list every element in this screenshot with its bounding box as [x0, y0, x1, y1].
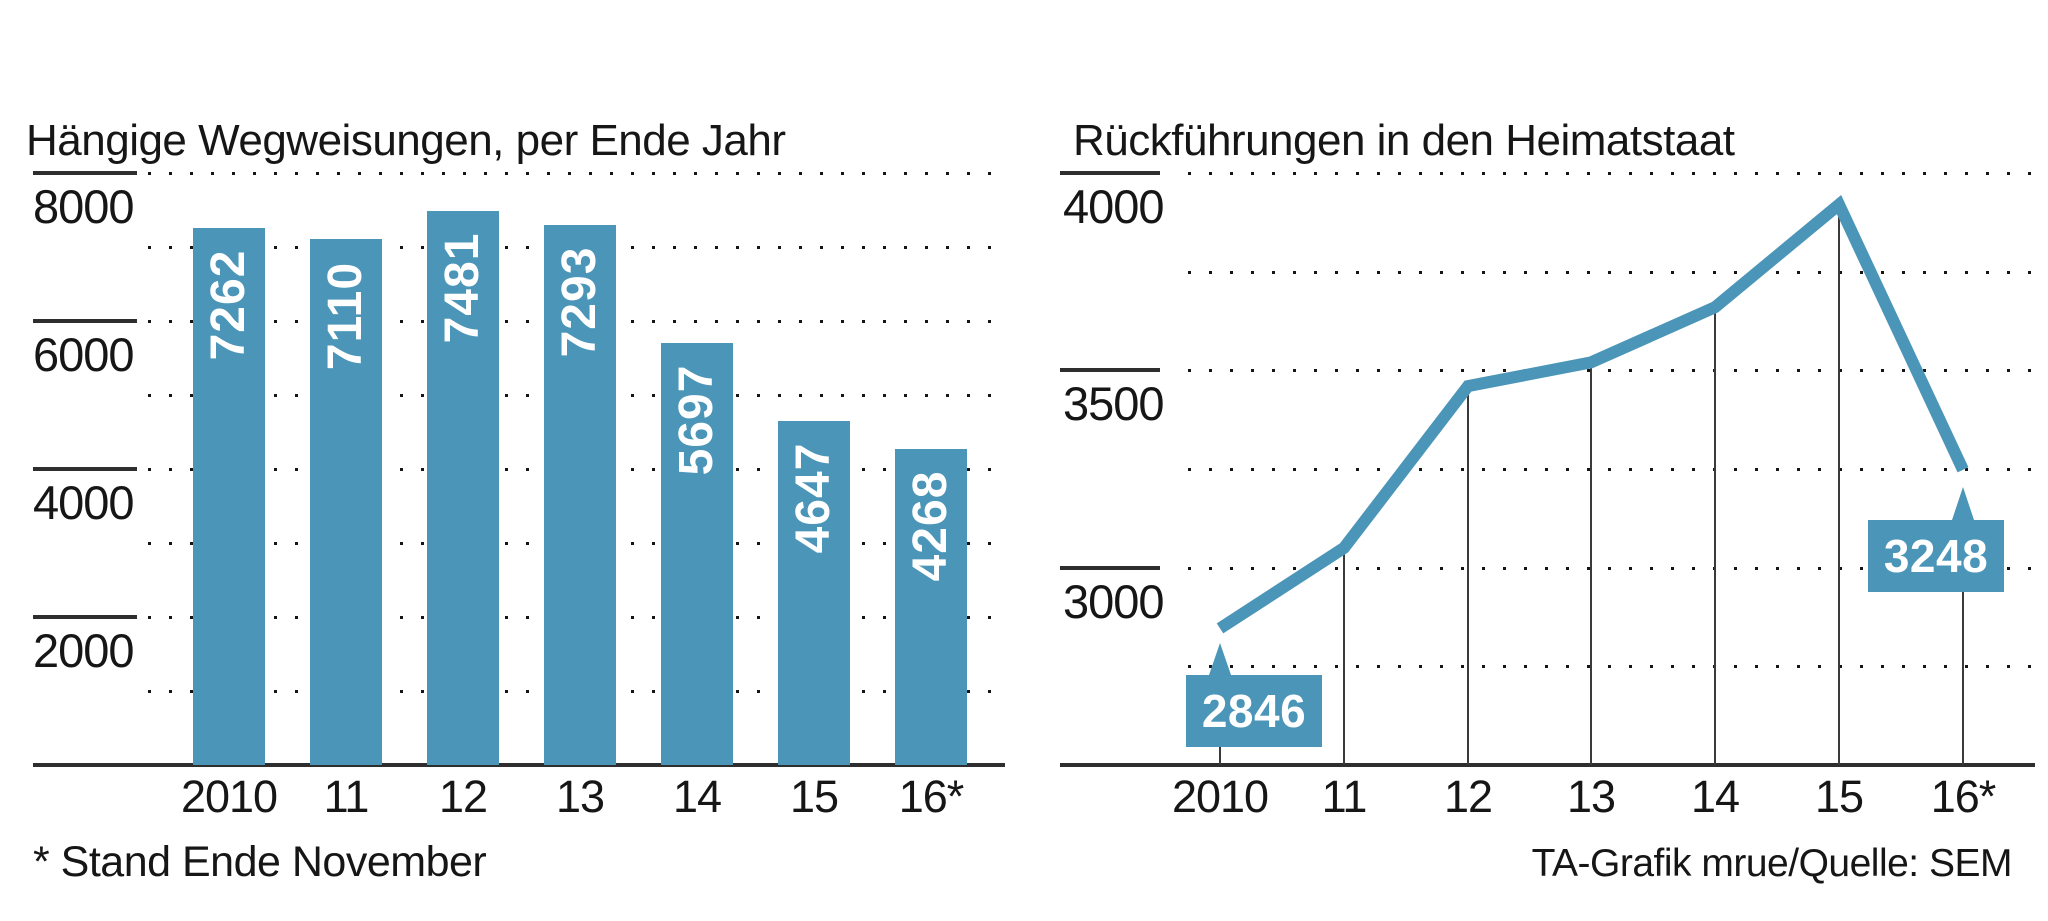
bar-value-label-13: 7293: [553, 246, 606, 358]
y-axis-label-6000: 6000: [33, 328, 135, 381]
point-drop-line-12: [1467, 386, 1469, 765]
gridline-dotted-3250: [1188, 468, 2035, 471]
x-axis-label-right-11: 11: [1321, 771, 1368, 822]
y-axis-label-3000: 3000: [1063, 574, 1165, 628]
x-axis-baseline-left: [33, 763, 1005, 767]
y-axis-label-3500: 3500: [1063, 377, 1165, 431]
x-axis-label-left-2010: 2010: [180, 771, 278, 822]
bar-15: [778, 421, 850, 765]
right-chart-title: Rückführungen in den Heimatstaat: [1073, 116, 1735, 165]
bar-14: [661, 343, 733, 765]
x-axis-label-left-16*: 16*: [898, 771, 965, 822]
y-axis-tick-6000: [33, 319, 137, 323]
x-axis-label-right-16*: 16*: [1930, 771, 1997, 822]
x-axis-label-left-12: 12: [438, 771, 488, 822]
y-axis-tick-8000: [33, 171, 137, 175]
bar-2010: [193, 227, 265, 765]
bar-value-label-2010: 7262: [202, 249, 255, 360]
footnote: * Stand Ende November: [33, 838, 487, 886]
x-axis-label-left-11: 11: [323, 771, 370, 822]
callout-arrow-3248: [1952, 487, 1974, 520]
point-drop-line-14: [1714, 307, 1716, 765]
gridline-dotted-3750: [1188, 270, 2035, 274]
x-axis-label-right-15: 15: [1814, 771, 1864, 822]
bar-11: [310, 238, 382, 765]
callout-value-3248: 3248: [1868, 520, 2004, 592]
bar-value-label-14: 5697: [670, 365, 723, 476]
y-axis-tick-2000: [33, 615, 137, 619]
gridline-dotted-8000: [148, 172, 995, 175]
x-axis-label-left-13: 13: [555, 771, 605, 822]
point-drop-line-15: [1838, 204, 1840, 765]
y-axis-tick-4000: [1060, 171, 1160, 175]
y-axis-label-4000: 4000: [1063, 180, 1165, 233]
y-axis-tick-3000: [1060, 565, 1160, 570]
bar-13: [544, 225, 616, 765]
y-axis-label-8000: 8000: [33, 180, 135, 233]
y-axis-label-4000: 4000: [33, 476, 135, 529]
bar-value-label-16*: 4268: [904, 470, 957, 582]
x-axis-baseline-right: [1060, 763, 2035, 767]
gridline-dotted-2750: [1188, 665, 2035, 669]
source-credit: TA-Grafik mrue/Quelle: SEM: [1531, 842, 2013, 885]
point-drop-line-16*: [1962, 592, 1964, 765]
gridline-dotted-4000: [1188, 172, 2035, 175]
point-drop-line-13: [1590, 362, 1592, 765]
callout-arrow-2846: [1209, 643, 1231, 675]
x-axis-label-left-14: 14: [672, 771, 722, 822]
bar-16*: [895, 449, 967, 765]
y-axis-label-2000: 2000: [33, 624, 135, 677]
bar-value-label-11: 7110: [319, 261, 372, 370]
gridline-dotted-3500: [1188, 369, 2035, 373]
x-axis-label-left-15: 15: [789, 771, 839, 822]
x-axis-label-right-13: 13: [1566, 771, 1616, 822]
x-axis-label-right-12: 12: [1443, 771, 1493, 822]
bar-value-label-12: 7481: [436, 233, 489, 344]
x-axis-label-right-14: 14: [1690, 771, 1740, 822]
bar-value-label-15: 4647: [787, 442, 840, 554]
x-axis-label-right-2010: 2010: [1171, 771, 1269, 822]
callout-value-2846: 2846: [1186, 675, 1322, 747]
left-chart-title: Hängige Wegweisungen, per Ende Jahr: [26, 116, 786, 165]
point-drop-line-11: [1343, 547, 1345, 765]
y-axis-tick-4000: [33, 467, 137, 471]
y-axis-tick-3500: [1060, 368, 1160, 373]
point-drop-line-2010: [1219, 745, 1221, 765]
bar-12: [427, 211, 499, 765]
